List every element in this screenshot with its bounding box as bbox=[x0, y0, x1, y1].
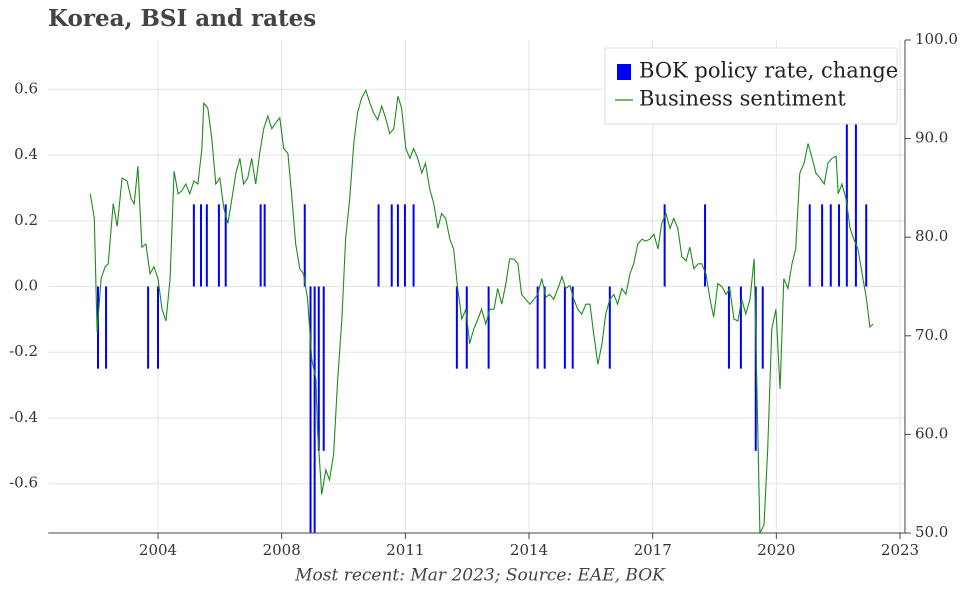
bar bbox=[303, 204, 306, 287]
y2-tick-label: 50.0 bbox=[915, 523, 948, 541]
bar bbox=[403, 204, 406, 287]
bar bbox=[199, 204, 202, 287]
y-tick-label: -0.6 bbox=[9, 474, 38, 492]
bar bbox=[192, 204, 195, 287]
bar bbox=[727, 286, 730, 369]
bar bbox=[313, 286, 316, 533]
bar bbox=[663, 204, 666, 287]
bar bbox=[829, 204, 832, 287]
x-tick-label: 2011 bbox=[386, 541, 424, 559]
bar bbox=[838, 204, 841, 287]
bar bbox=[754, 286, 757, 451]
bar bbox=[259, 204, 262, 287]
x-tick-label: 2014 bbox=[510, 541, 548, 559]
chart-title: Korea, BSI and rates bbox=[48, 5, 316, 32]
legend: BOK policy rate, change Business sentimen… bbox=[604, 47, 898, 125]
bar bbox=[157, 286, 159, 369]
bar bbox=[390, 204, 393, 287]
bar bbox=[704, 204, 707, 287]
y-tick-label: 0.0 bbox=[14, 277, 38, 295]
bar bbox=[608, 286, 611, 369]
y2-tick-label: 90.0 bbox=[915, 129, 948, 147]
bar bbox=[224, 204, 227, 287]
y-tick-label: 0.2 bbox=[14, 211, 38, 229]
x-tick-label: 2004 bbox=[139, 541, 177, 559]
bar bbox=[465, 286, 468, 369]
x-tick-label: 2017 bbox=[634, 541, 672, 559]
bar bbox=[217, 204, 220, 287]
bar bbox=[377, 204, 380, 287]
y2-tick-label: 80.0 bbox=[915, 227, 948, 245]
bar bbox=[205, 204, 208, 287]
bar bbox=[412, 204, 415, 287]
bar bbox=[396, 204, 399, 287]
legend-label: BOK policy rate, change bbox=[639, 59, 898, 83]
bar bbox=[309, 286, 312, 533]
bar bbox=[536, 286, 539, 369]
bar bbox=[543, 286, 546, 369]
bar bbox=[761, 286, 764, 369]
x-tick-label: 2020 bbox=[757, 541, 795, 559]
bar bbox=[147, 286, 150, 369]
bar bbox=[808, 204, 811, 287]
plot-area bbox=[89, 88, 874, 533]
bar bbox=[821, 204, 824, 287]
bar bbox=[865, 204, 868, 287]
y-tick-label: -0.2 bbox=[9, 342, 38, 360]
bar bbox=[97, 286, 100, 369]
bar bbox=[322, 286, 325, 451]
y2-tick-label: 100.0 bbox=[915, 30, 958, 48]
y-tick-label: 0.4 bbox=[14, 145, 38, 163]
y-tick-label: -0.4 bbox=[9, 408, 38, 426]
line bbox=[89, 88, 874, 533]
caption: Most recent: Mar 2023; Source: EAE, BOK bbox=[294, 566, 666, 586]
bar bbox=[563, 286, 566, 369]
bar bbox=[263, 204, 266, 287]
y-tick-label: 0.6 bbox=[14, 79, 38, 97]
legend-box bbox=[604, 47, 898, 125]
x-tick-label: 2023 bbox=[881, 541, 919, 559]
y2-tick-label: 70.0 bbox=[915, 326, 948, 344]
bar bbox=[455, 286, 458, 369]
bar bbox=[571, 286, 574, 369]
y2-tick-label: 60.0 bbox=[915, 424, 948, 442]
bar bbox=[317, 286, 320, 451]
bar bbox=[739, 286, 742, 369]
bar bbox=[105, 286, 108, 369]
bar bbox=[487, 286, 490, 369]
bar bbox=[854, 122, 857, 287]
legend-swatch bbox=[617, 64, 631, 80]
legend-label: Business sentiment bbox=[639, 87, 846, 111]
axes: -0.6 -0.4 -0.2 0.0 0.2 0.4 0.6 2004 2008 2011 2014… bbox=[9, 30, 958, 559]
x-tick-label: 2008 bbox=[263, 541, 301, 559]
